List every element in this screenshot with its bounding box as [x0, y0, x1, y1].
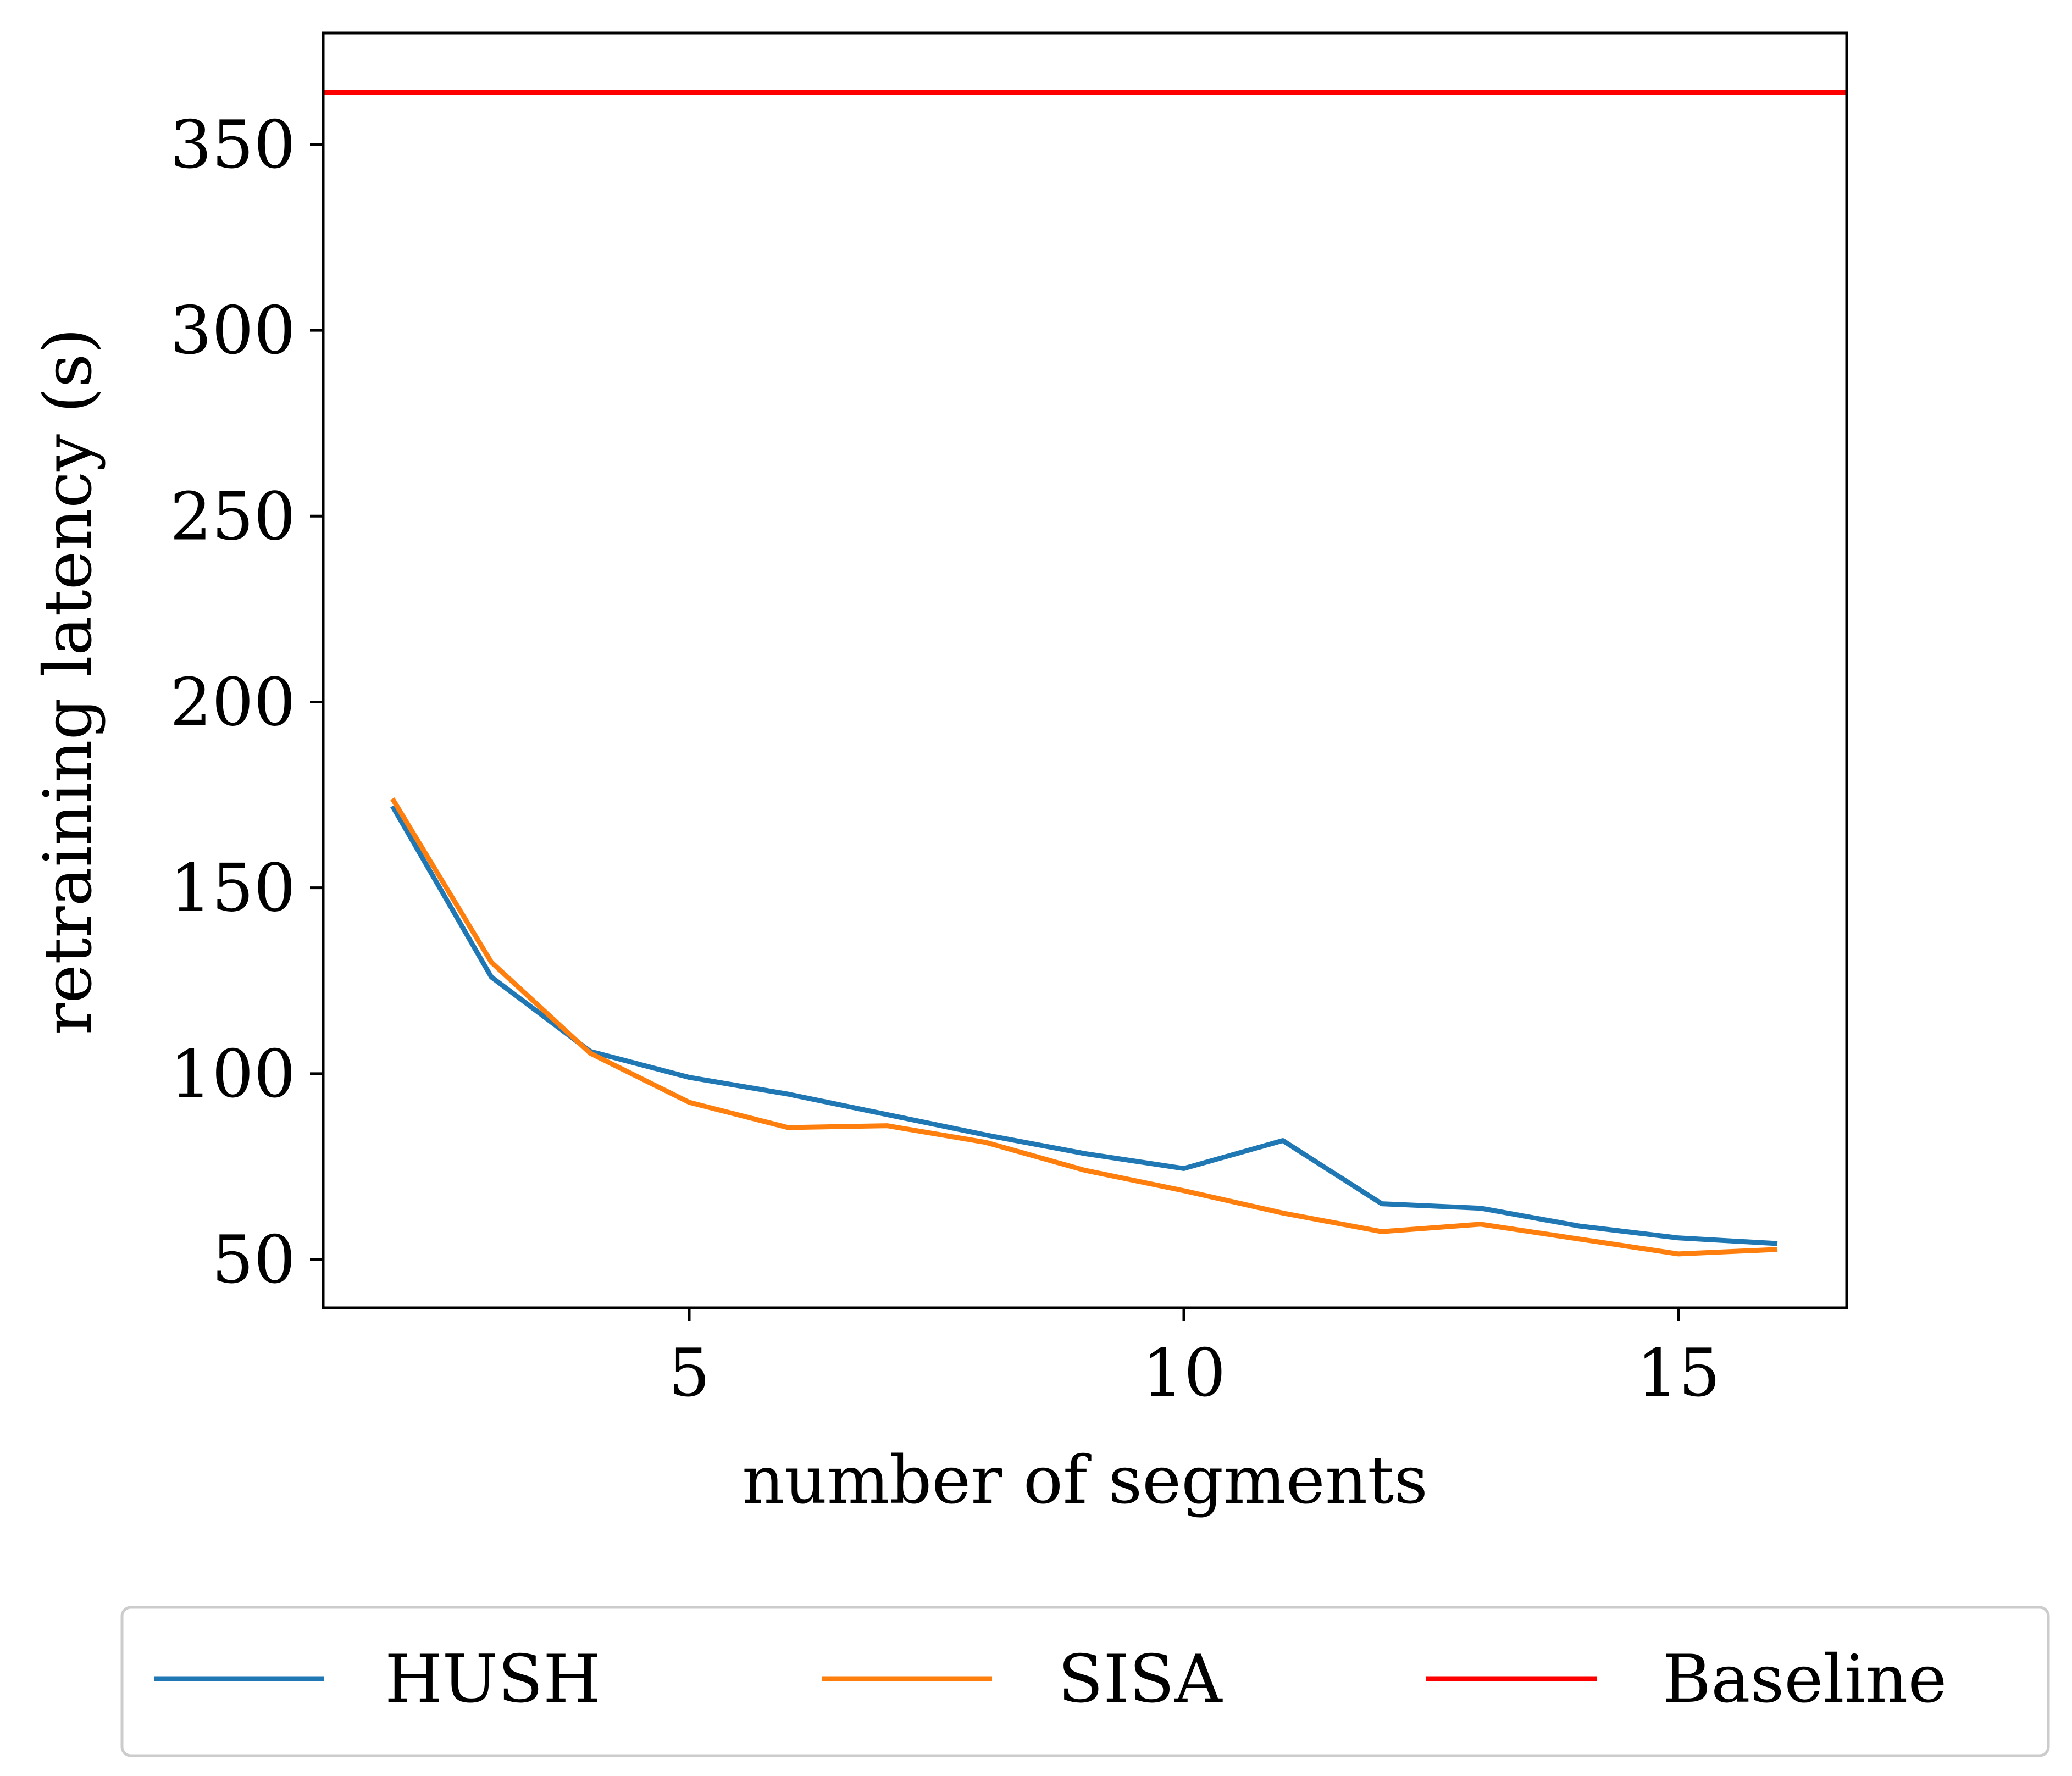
legend: HUSH SISA Baseline — [120, 1606, 2050, 1757]
y-axis: 50 100 150 200 250 300 350 — [170, 107, 323, 1298]
x-axis-label: number of segments — [742, 1442, 1428, 1519]
plot-frame — [322, 31, 1848, 1309]
plot-lines — [323, 90, 1847, 1257]
x-axis: 5 10 15 — [668, 1308, 1721, 1412]
y-axis-label: retraining latency (s) — [30, 328, 107, 1035]
legend-label-hush: HUSH — [385, 1641, 601, 1718]
y-tick-label: 150 — [170, 851, 296, 927]
y-tick-label: 100 — [170, 1036, 296, 1113]
legend-label-baseline: Baseline — [1663, 1641, 1947, 1718]
y-tick-label: 50 — [212, 1222, 296, 1298]
x-tick-label: 15 — [1637, 1335, 1721, 1412]
y-tick-label: 350 — [170, 107, 296, 184]
y-tick-label: 300 — [170, 293, 296, 369]
series-line-hush — [390, 804, 1778, 1246]
y-tick-label: 250 — [170, 479, 296, 555]
x-tick-label: 10 — [1142, 1335, 1226, 1412]
legend-box — [120, 1606, 2050, 1757]
y-tick-label: 200 — [170, 664, 296, 741]
legend-label-sisa: SISA — [1058, 1641, 1223, 1718]
x-tick-label: 5 — [668, 1335, 710, 1412]
series-line-sisa — [390, 797, 1778, 1257]
